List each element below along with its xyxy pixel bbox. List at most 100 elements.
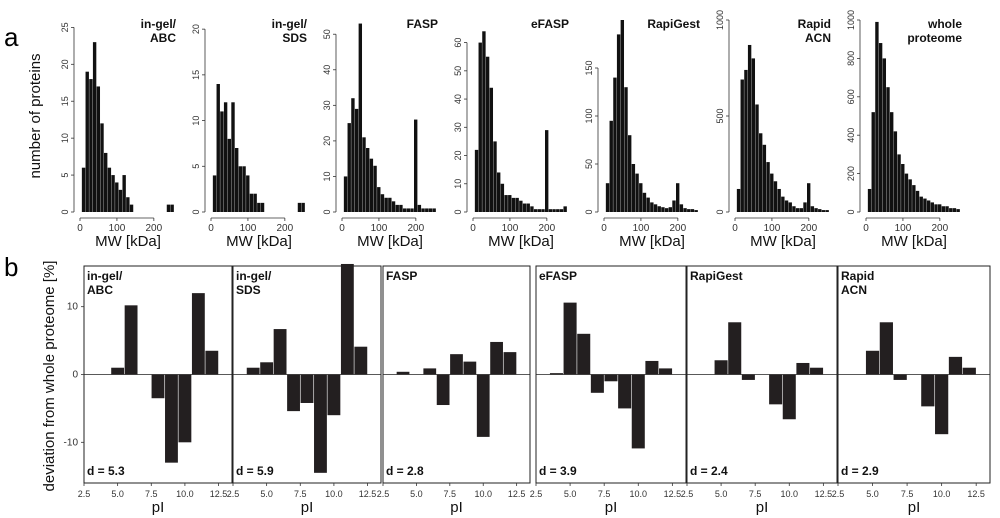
x-tick-label: 2.5 xyxy=(78,489,91,499)
histogram-bar xyxy=(613,77,617,212)
deviation-bar xyxy=(631,374,645,449)
x-tick-label: 5.0 xyxy=(866,489,879,499)
y-tick-label: 25 xyxy=(60,22,70,32)
histogram-bar xyxy=(257,202,261,212)
histogram-bar xyxy=(122,175,126,212)
histogram-bar xyxy=(795,208,800,212)
x-tick-label: 5.0 xyxy=(410,489,423,499)
y-tick-label: 0 xyxy=(453,209,463,214)
y-tick-label: 150 xyxy=(584,60,594,75)
deviation-panel: in-gel/SDS d = 5.9 2.5 5.0 7.5 10.0 12.5 pI xyxy=(227,263,382,516)
d-value-annotation: d = 2.9 xyxy=(841,464,879,478)
x-tick-label: 200 xyxy=(539,223,556,234)
deviation-panel: RapiGest d = 2.4 2.5 5.0 7.5 10.0 12.5 pI xyxy=(681,265,838,516)
x-axis-label: pI xyxy=(756,499,769,516)
panel-title: ACN xyxy=(805,31,831,45)
histogram-bar xyxy=(605,183,610,212)
deviation-bar xyxy=(577,333,591,375)
y-tick-label: 20 xyxy=(191,24,201,34)
histogram-bar xyxy=(821,210,826,212)
x-tick-label: 7.5 xyxy=(749,489,762,499)
histogram-bar xyxy=(563,206,567,212)
histogram-bar xyxy=(751,58,756,213)
deviation-bar xyxy=(935,374,949,435)
d-value-annotation: d = 5.3 xyxy=(87,464,125,478)
deviation-bar xyxy=(714,360,728,375)
y-tick-label: 500 xyxy=(715,108,725,123)
histogram-bar xyxy=(107,167,112,212)
x-tick-label: 12.5 xyxy=(359,489,377,499)
deviation-bar xyxy=(327,374,341,416)
histogram-bar xyxy=(744,69,748,212)
histogram-bar xyxy=(89,79,93,212)
x-tick-label: 0 xyxy=(601,223,607,234)
x-tick-label: 12.5 xyxy=(664,489,682,499)
histogram-bar xyxy=(897,154,901,212)
histogram-bar xyxy=(115,182,119,212)
histogram-bar xyxy=(406,208,411,212)
histogram-bar xyxy=(235,148,239,212)
histogram-bar xyxy=(231,102,235,212)
d-value-annotation: d = 2.4 xyxy=(690,464,728,478)
histogram-bar xyxy=(938,204,942,212)
histogram-bar xyxy=(414,119,418,212)
histogram-bar xyxy=(810,206,815,212)
x-tick-label: 200 xyxy=(146,223,163,234)
deviation-bar xyxy=(423,368,437,375)
y-tick-label: 50 xyxy=(584,159,594,169)
panel-title: proteome xyxy=(907,31,962,45)
y-axis-label: deviation from whole proteome [%] xyxy=(41,261,58,492)
y-tick-label: 200 xyxy=(846,166,856,181)
panel-title: eFASP xyxy=(539,269,577,283)
x-tick-label: 100 xyxy=(109,223,126,234)
histogram-bar xyxy=(631,164,636,212)
y-tick-label: 5 xyxy=(191,164,201,169)
deviation-bar xyxy=(645,360,659,375)
histogram-bar xyxy=(803,202,807,212)
histogram-bar xyxy=(410,208,414,212)
histogram-bar xyxy=(362,137,366,212)
histogram-bar xyxy=(609,120,613,212)
x-tick-label: 100 xyxy=(895,223,912,234)
panel-title: FASP xyxy=(386,269,417,283)
y-tick-label: 800 xyxy=(846,51,856,66)
histogram-bar xyxy=(736,188,741,212)
histogram-bar xyxy=(773,181,778,212)
deviation-bar xyxy=(111,367,125,375)
histogram-bar xyxy=(818,209,822,212)
histogram-bar xyxy=(500,183,505,212)
y-tick-label: 100 xyxy=(584,108,594,123)
deviation-bar xyxy=(476,374,490,437)
histogram-bar xyxy=(930,202,935,212)
histogram-bar xyxy=(616,34,621,213)
histogram-bar xyxy=(417,204,422,212)
deviation-bar xyxy=(893,374,907,380)
histogram-bar xyxy=(694,210,698,212)
x-axis-label: pI xyxy=(301,499,314,516)
histogram-bar xyxy=(919,196,923,212)
histogram-bar xyxy=(421,208,425,212)
histogram-bar xyxy=(388,197,392,212)
histogram-bar xyxy=(118,189,123,212)
y-tick-label: 0 xyxy=(72,370,78,381)
histogram-bar xyxy=(343,176,348,212)
histogram-bar xyxy=(759,133,763,212)
x-tick-label: 10.0 xyxy=(325,489,343,499)
histogram-bar xyxy=(552,209,556,212)
y-tick-label: 0 xyxy=(584,209,594,214)
x-tick-label: 0 xyxy=(470,223,476,234)
x-tick-label: 10.0 xyxy=(474,489,492,499)
histogram-bar xyxy=(297,202,302,212)
histogram-bar xyxy=(432,208,436,212)
histogram-bar xyxy=(867,188,872,212)
histogram-bar xyxy=(96,86,101,212)
deviation-bar xyxy=(151,374,165,399)
histogram-bar xyxy=(227,138,232,212)
histogram-bar xyxy=(781,196,785,212)
x-tick-label: 0 xyxy=(77,223,83,234)
